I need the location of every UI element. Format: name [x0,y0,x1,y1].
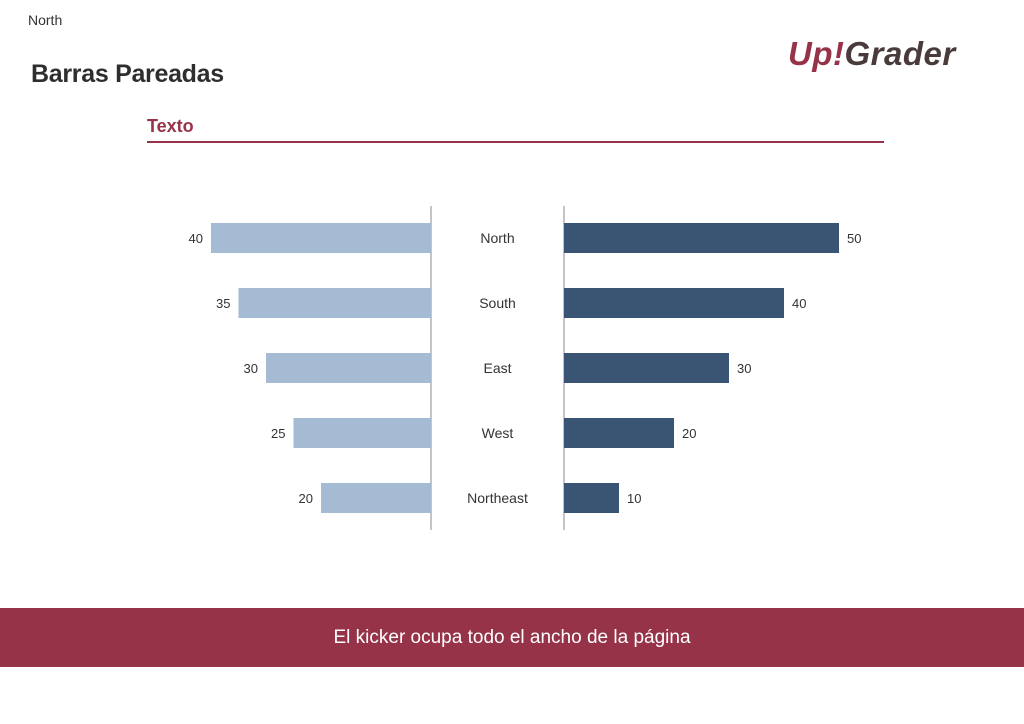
section-divider [147,141,884,143]
left-bar-west [293,418,431,448]
right-value-label: 30 [737,361,751,376]
section-title: Texto [147,116,194,136]
kicker-banner: El kicker ocupa todo el ancho de la pági… [0,608,1024,667]
page-title: Barras Pareadas [31,60,224,88]
category-label: West [482,425,514,441]
left-value-label: 30 [244,361,258,376]
right-bar-east [564,353,729,383]
left-bar-east [266,353,431,383]
brand-logo: Up!Grader [788,35,956,73]
logo-up-text: Up! [788,35,845,72]
left-value-label: 25 [271,426,285,441]
corner-label: North [28,12,63,28]
logo-grader-text: Grader [844,35,956,72]
right-bar-south [564,288,784,318]
left-value-label: 40 [189,231,203,246]
category-label: Northeast [467,490,528,506]
kicker-text: El kicker ocupa todo el ancho de la pági… [333,626,691,648]
right-bar-north [564,223,839,253]
left-bar-north [211,223,431,253]
category-label: South [479,295,516,311]
left-value-label: 35 [216,296,230,311]
category-label: East [483,360,511,376]
category-label: North [480,230,514,246]
left-bar-south [238,288,431,318]
right-value-label: 20 [682,426,696,441]
right-value-label: 10 [627,491,641,506]
right-bar-west [564,418,674,448]
left-value-label: 20 [299,491,313,506]
right-value-label: 40 [792,296,806,311]
left-bar-northeast [321,483,431,513]
right-value-label: 50 [847,231,861,246]
right-bar-northeast [564,483,619,513]
